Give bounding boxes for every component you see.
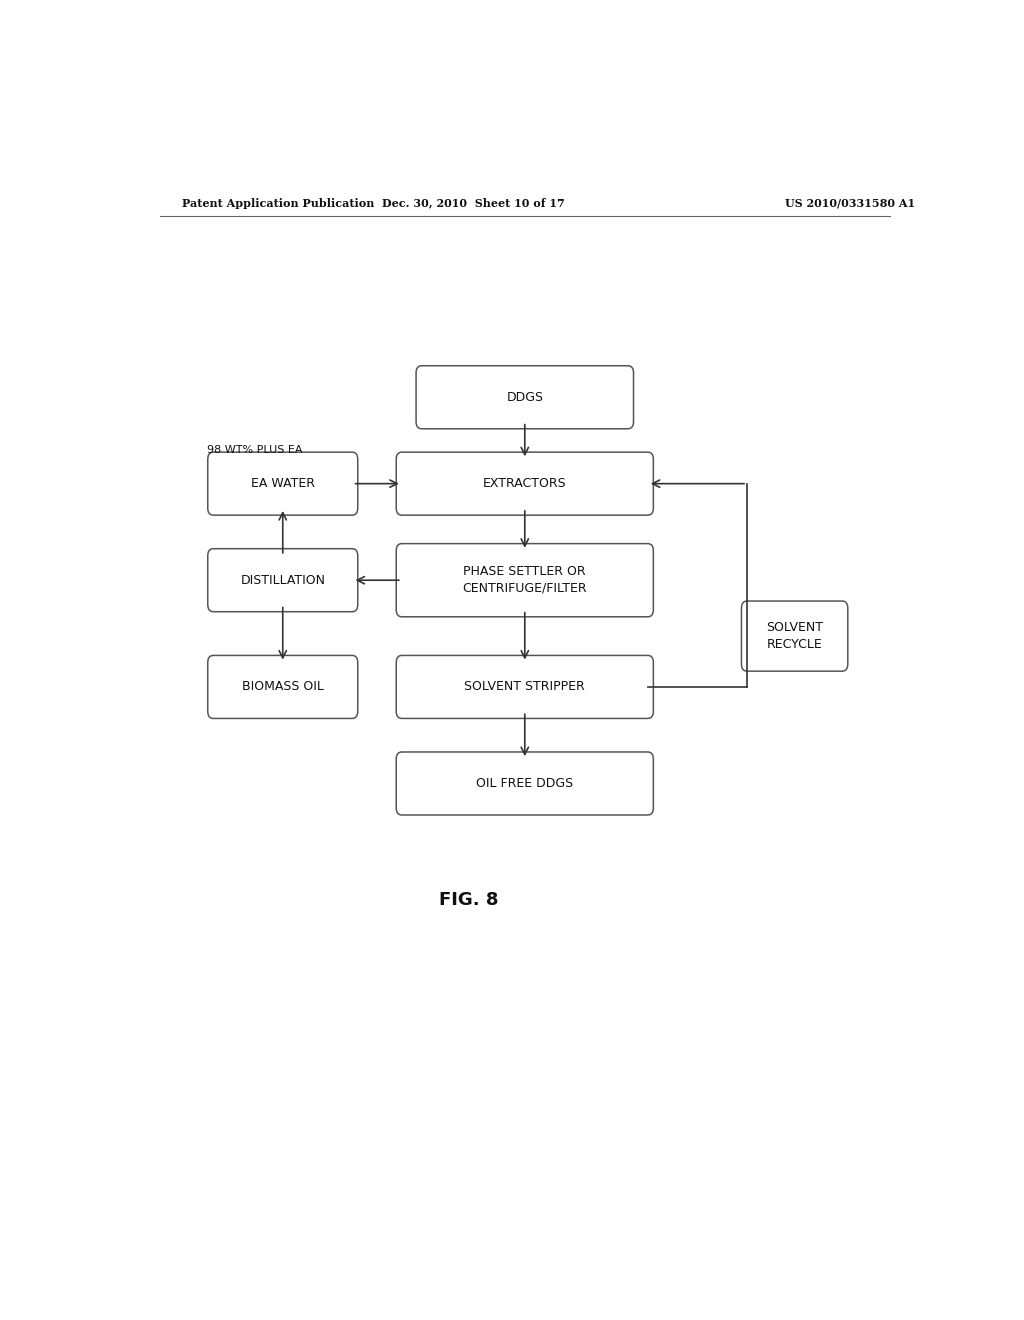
FancyBboxPatch shape [396, 752, 653, 814]
Text: SOLVENT STRIPPER: SOLVENT STRIPPER [465, 680, 585, 693]
Text: DDGS: DDGS [506, 391, 544, 404]
FancyBboxPatch shape [208, 453, 357, 515]
Text: SOLVENT
RECYCLE: SOLVENT RECYCLE [766, 622, 823, 651]
Text: EA WATER: EA WATER [251, 477, 314, 490]
Text: Patent Application Publication: Patent Application Publication [182, 198, 375, 209]
FancyBboxPatch shape [396, 656, 653, 718]
Text: FIG. 8: FIG. 8 [439, 891, 499, 909]
FancyBboxPatch shape [741, 601, 848, 671]
Text: 98 WT% PLUS EA: 98 WT% PLUS EA [207, 445, 303, 455]
FancyBboxPatch shape [396, 544, 653, 616]
FancyBboxPatch shape [208, 549, 357, 611]
Text: OIL FREE DDGS: OIL FREE DDGS [476, 777, 573, 789]
Text: DISTILLATION: DISTILLATION [241, 574, 326, 586]
Text: BIOMASS OIL: BIOMASS OIL [242, 680, 324, 693]
FancyBboxPatch shape [208, 656, 357, 718]
Text: PHASE SETTLER OR
CENTRIFUGE/FILTER: PHASE SETTLER OR CENTRIFUGE/FILTER [463, 565, 587, 595]
FancyBboxPatch shape [416, 366, 634, 429]
FancyBboxPatch shape [396, 453, 653, 515]
Text: Dec. 30, 2010  Sheet 10 of 17: Dec. 30, 2010 Sheet 10 of 17 [382, 198, 564, 209]
Text: EXTRACTORS: EXTRACTORS [483, 477, 566, 490]
Text: US 2010/0331580 A1: US 2010/0331580 A1 [785, 198, 915, 209]
